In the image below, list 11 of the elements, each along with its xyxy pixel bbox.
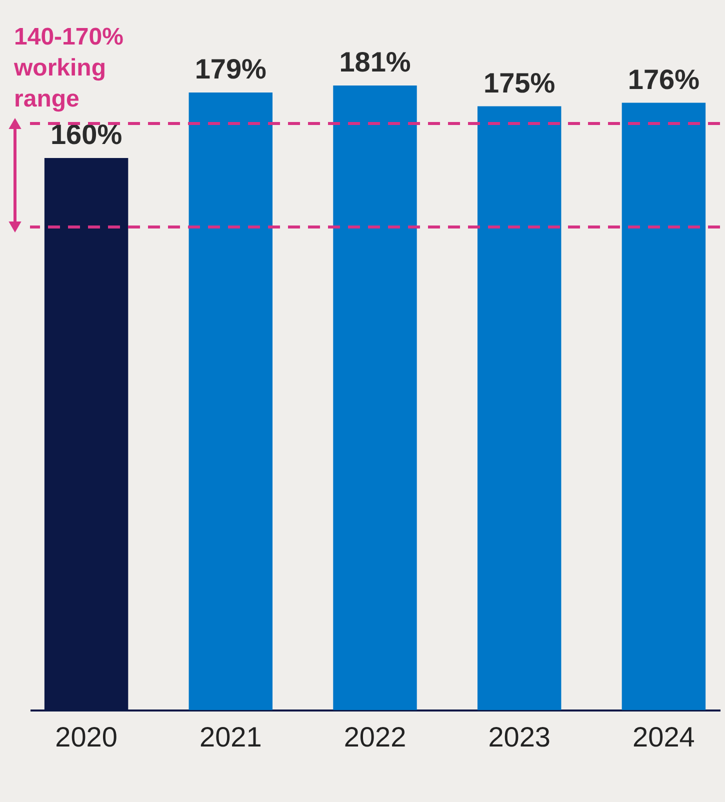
data-label: 181% (339, 46, 411, 78)
data-label: 176% (628, 64, 700, 95)
data-label: 179% (194, 53, 267, 84)
annotation: 140-170% working range (13, 24, 124, 112)
x-tick-label: 2024 (632, 722, 695, 752)
x-tick-label: 2020 (55, 722, 118, 752)
data-label: 160% (50, 119, 122, 150)
data-label: 175% (484, 67, 556, 98)
x-tick-label: 2021 (200, 722, 262, 752)
x-tick-label: 2022 (344, 722, 406, 752)
x-tick-label: 2023 (488, 722, 550, 752)
